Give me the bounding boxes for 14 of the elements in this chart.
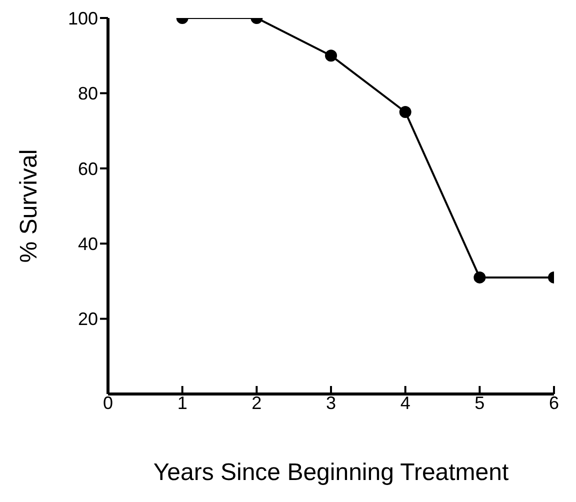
y-tick-label: 40 (78, 234, 98, 254)
x-tick-label: 4 (400, 392, 410, 413)
x-tick-label: 5 (474, 392, 485, 413)
y-tick-label: 80 (78, 84, 98, 104)
y-tick-label: 20 (78, 309, 98, 330)
x-tick-label: 6 (548, 392, 560, 413)
y-tick-label: 100 (68, 8, 98, 28)
x-tick-label: 3 (326, 392, 336, 413)
x-tick-label: 1 (177, 392, 188, 413)
x-axis-title: Years Since Beginning Treatment (153, 459, 509, 486)
y-tick-label: 60 (78, 158, 98, 179)
x-tick-label: 0 (102, 392, 114, 413)
y-axis-title: % Survival (16, 149, 43, 263)
x-tick-label: 2 (252, 392, 262, 413)
